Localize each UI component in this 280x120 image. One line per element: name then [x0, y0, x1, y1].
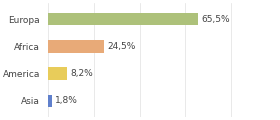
Text: 1,8%: 1,8%: [55, 96, 78, 105]
Bar: [48, 95, 52, 107]
Text: 65,5%: 65,5%: [202, 15, 230, 24]
Text: 8,2%: 8,2%: [70, 69, 93, 78]
Text: 24,5%: 24,5%: [108, 42, 136, 51]
Bar: [48, 67, 67, 80]
Bar: [48, 13, 198, 25]
Bar: [48, 40, 104, 53]
